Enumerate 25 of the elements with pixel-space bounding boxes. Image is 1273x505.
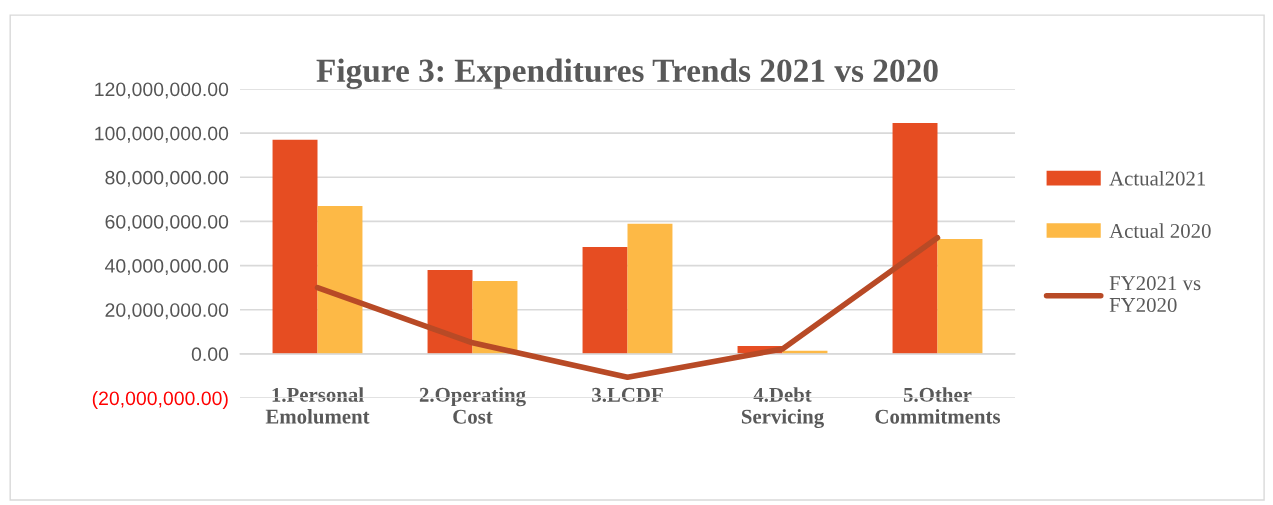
y-tick-label: 120,000,000.00 <box>95 82 229 99</box>
y-tick-label: 60,000,000.00 <box>105 214 229 231</box>
x-tick-label: 4.Debt Servicing <box>741 387 824 429</box>
legend-label: FY2021 vs FY2020 <box>1109 276 1201 312</box>
x-tick-label: 2.Operating Cost <box>419 387 526 424</box>
bar <box>472 281 518 354</box>
y-tick-label: 20,000,000.00 <box>105 303 229 320</box>
legend-label: Actual2021 <box>1109 170 1206 186</box>
bar <box>427 269 473 354</box>
bar <box>937 239 983 354</box>
bar <box>582 247 628 354</box>
x-tick-label: 3.LCDF <box>592 387 663 402</box>
chart-title: Figure 3: Expenditures Trends 2021 vs 2020 <box>316 58 938 89</box>
y-tick-label: 80,000,000.00 <box>105 170 229 187</box>
x-tick-label: 1.Personal Emolument <box>265 387 370 424</box>
x-tick-label: 5.Other Commitments <box>875 387 1001 424</box>
bar <box>627 223 673 354</box>
y-tick-label: 40,000,000.00 <box>105 259 229 276</box>
bar <box>317 205 363 354</box>
bar <box>892 122 938 354</box>
y-tick-label: (20,000,000.00) <box>92 390 228 410</box>
y-tick-label: 100,000,000.00 <box>95 126 229 143</box>
y-tick-label: 0.00 <box>191 347 229 362</box>
legend-label: Actual 2020 <box>1109 223 1211 238</box>
bar <box>272 139 318 354</box>
